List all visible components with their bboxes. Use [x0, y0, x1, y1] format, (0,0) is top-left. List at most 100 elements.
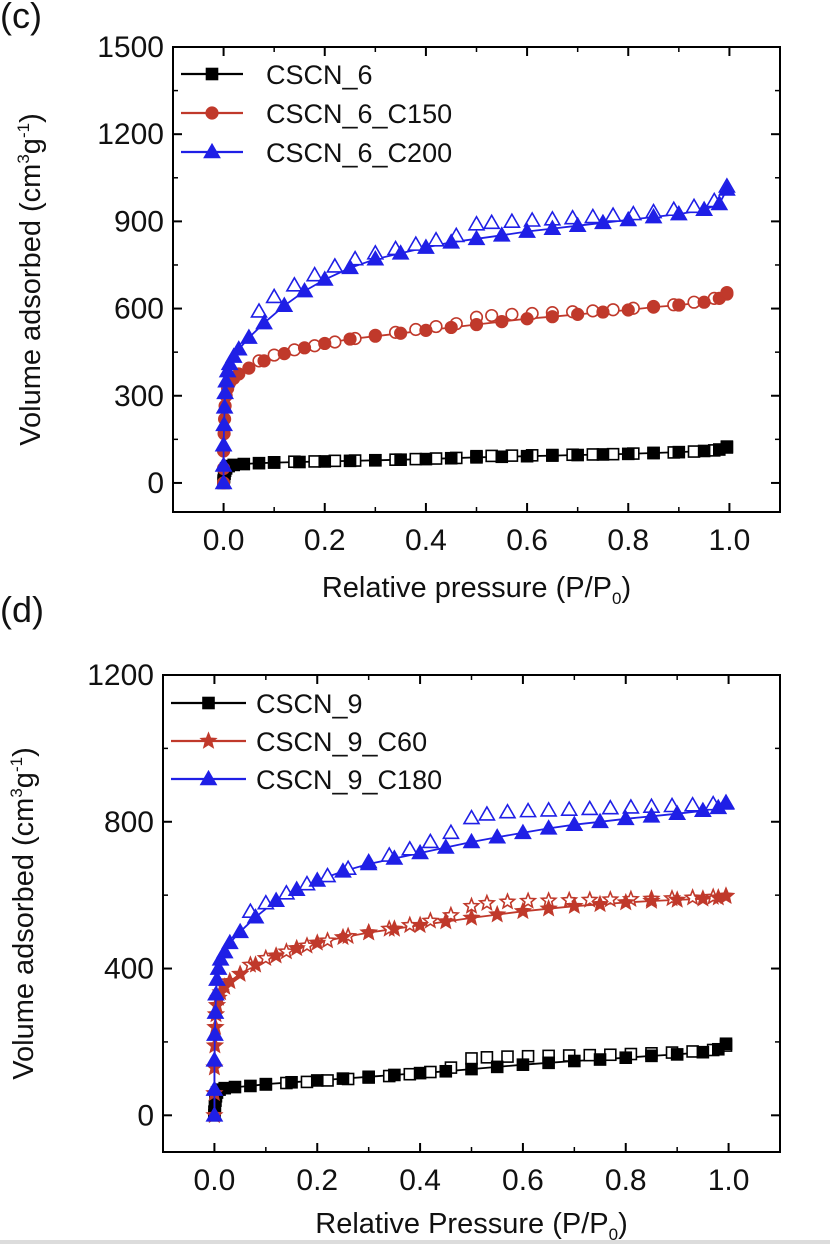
adsorption-point — [695, 200, 714, 217]
adsorption-point — [385, 849, 404, 865]
y-tick-label: 900 — [114, 205, 164, 238]
desorption-point — [503, 212, 521, 228]
adsorption-point — [495, 450, 509, 464]
x-tick-label: 0.2 — [304, 524, 346, 557]
desorption-point — [498, 892, 517, 910]
x-axis-label-main: Relative pressure (P/P — [322, 572, 612, 604]
adsorption-point — [513, 901, 533, 920]
adsorption-point — [488, 828, 507, 844]
adsorption-point — [417, 238, 435, 254]
desorption-point — [560, 800, 579, 816]
adsorption-point — [215, 415, 233, 432]
adsorption-point — [516, 1058, 530, 1071]
adsorption-point — [343, 332, 357, 346]
adsorption-point — [214, 473, 233, 490]
x-tick-label: 0.0 — [194, 1164, 236, 1197]
adsorption-point — [667, 890, 687, 908]
adsorption-point — [520, 312, 534, 326]
series-CSCN_9_C60 — [205, 886, 736, 1124]
x-axis-label-main: Relative Pressure (P/P — [315, 1208, 608, 1240]
adsorption-point — [596, 305, 610, 319]
legend-label: CSCN_6_C150 — [266, 99, 452, 129]
adsorption-point — [545, 310, 559, 324]
legend-marker — [199, 731, 218, 749]
legend-entry: CSCN_9_C180 — [171, 765, 442, 795]
adsorption-point — [308, 871, 327, 887]
x-tick-label: 0.4 — [399, 1164, 441, 1197]
x-axis-label-tail: ) — [618, 1208, 628, 1240]
legend-marker — [202, 696, 215, 710]
adsorption-point — [518, 222, 536, 238]
adsorption-point — [710, 194, 729, 211]
adsorption-point — [391, 244, 410, 260]
adsorption-point — [718, 180, 736, 196]
adsorption-point — [419, 452, 433, 466]
desorption-point — [265, 287, 284, 304]
adsorption-point — [359, 854, 378, 871]
adsorption-point — [229, 340, 248, 356]
adsorption-point — [594, 213, 612, 230]
adsorption-point — [318, 455, 332, 468]
legend-entry: CSCN_9_C60 — [171, 727, 427, 757]
y-axis-label: Volume adsorbed (cm3g-1) — [7, 747, 40, 1080]
adsorption-point — [670, 1048, 684, 1061]
panel-d: (d) 0.0 0.2 0.4 0.6 0.8 1.0 0 400 800 1200 CSCN_9 CS… — [0, 589, 781, 1244]
plot-frame — [162, 674, 781, 1153]
y-axis-label-mid: g — [8, 772, 40, 788]
adsorption-point — [490, 1060, 504, 1074]
desorption-point — [477, 893, 497, 912]
desorption-point — [601, 889, 620, 908]
desorption-point — [583, 1048, 597, 1062]
desorption-point — [321, 1074, 334, 1087]
legend-marker — [205, 67, 219, 81]
adsorption-point — [467, 229, 486, 246]
adsorption-point — [206, 1025, 224, 1041]
x-tick-label: 1.0 — [708, 1164, 750, 1197]
bottom-edge-bar — [0, 1240, 830, 1244]
adsorption-point — [275, 296, 294, 312]
adsorption-point — [720, 287, 734, 301]
desorption-point — [601, 799, 620, 815]
panel-c: (c) 0.0 0.2 0.4 0.6 0.8 1.0 0 300 600 900 1200 1500 C… — [0, 0, 781, 608]
adsorption-point — [208, 970, 226, 986]
y-tick-label: 1200 — [97, 118, 164, 151]
x-tick-label: 1.0 — [709, 524, 751, 557]
adsorption-point — [442, 233, 461, 249]
x-tick-label: 0.6 — [502, 1164, 544, 1197]
adsorption-point — [341, 258, 359, 275]
adsorption-point — [593, 1053, 607, 1066]
adsorption-point — [394, 453, 407, 466]
adsorption-point — [672, 445, 686, 459]
y-tick-label: 400 — [104, 953, 154, 986]
desorption-point — [403, 1067, 417, 1081]
adsorption-point — [216, 383, 234, 400]
adsorption-point — [444, 451, 458, 465]
adsorption-point — [439, 1064, 453, 1078]
legend-marker — [199, 769, 218, 786]
desorption-point — [505, 307, 519, 321]
adsorption-point — [697, 295, 711, 309]
x-tick-label: 0.8 — [605, 1164, 647, 1197]
x-tick-label: 0.8 — [607, 524, 649, 557]
adsorption-point — [242, 361, 256, 375]
adsorption-point — [206, 1003, 225, 1019]
desorption-point — [518, 891, 538, 909]
legend-label: CSCN_9 — [256, 689, 363, 719]
y-axis-label-sup2: -1 — [7, 757, 26, 772]
desorption-point — [400, 840, 419, 856]
desorption-point — [485, 308, 499, 323]
y-axis-label-sup1: 3 — [14, 154, 33, 163]
adsorption-point — [362, 1070, 375, 1084]
adsorption-point — [672, 298, 686, 312]
adsorption-point — [647, 446, 660, 460]
desorption-point — [465, 1052, 478, 1065]
adsorption-point — [205, 1051, 224, 1067]
adsorption-point — [366, 250, 385, 266]
adsorption-point — [693, 889, 713, 907]
desorption-point — [427, 231, 445, 247]
y-axis-label-main: Volume adsorbed (cm — [8, 798, 40, 1080]
adsorption-point — [719, 1037, 733, 1051]
desorption-point — [406, 235, 425, 251]
adsorption-point — [293, 455, 306, 469]
